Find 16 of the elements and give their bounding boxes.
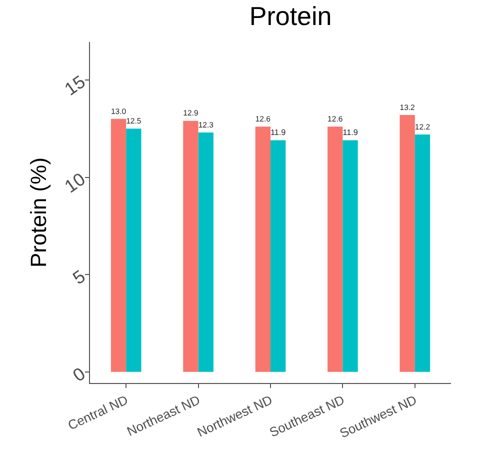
data-label: 11.9 — [270, 128, 286, 138]
data-label: 12.2 — [414, 122, 430, 132]
y-axis-title: Protein (%) — [26, 157, 51, 268]
data-label: 11.9 — [342, 128, 358, 138]
data-label: 12.6 — [255, 114, 270, 124]
y-tick-label: 5 — [69, 266, 89, 288]
y-tick-label: 0 — [69, 363, 89, 386]
data-label: 13.2 — [400, 102, 415, 112]
y-tick-label: 10 — [60, 168, 89, 197]
data-label: 12.9 — [183, 108, 198, 118]
data-label: 13.0 — [110, 106, 127, 116]
data-label: 12.5 — [126, 116, 142, 126]
data-label: 12.6 — [328, 114, 343, 124]
y-tick-label: 15 — [60, 72, 89, 100]
chart-title: Protein — [249, 1, 332, 32]
data-label: 12.3 — [198, 120, 214, 130]
